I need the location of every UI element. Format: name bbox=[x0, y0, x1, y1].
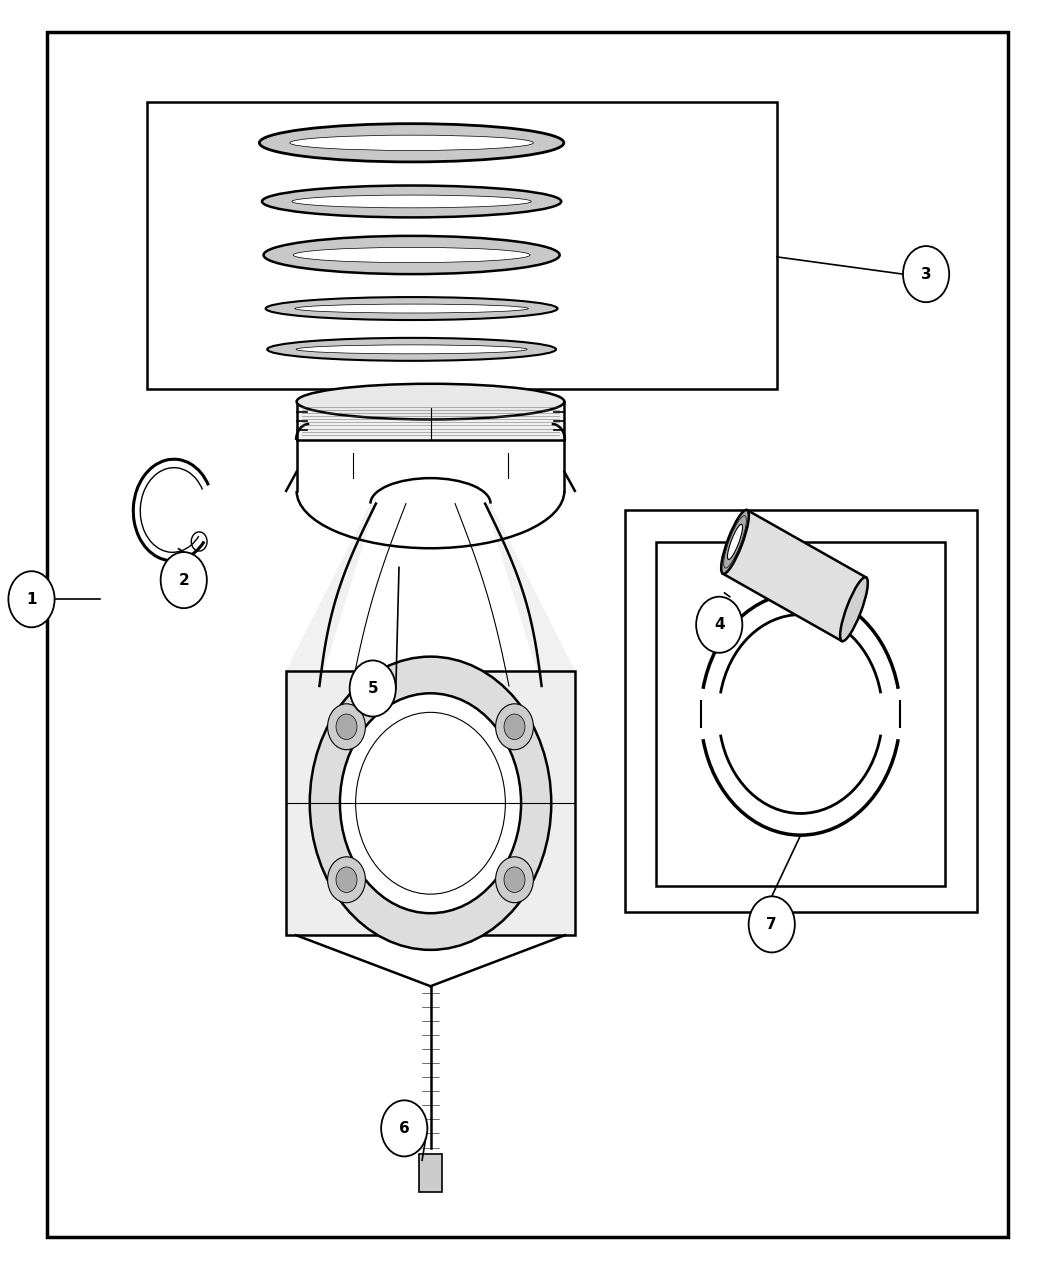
Polygon shape bbox=[722, 510, 866, 641]
Circle shape bbox=[903, 246, 949, 302]
Ellipse shape bbox=[840, 578, 867, 641]
Ellipse shape bbox=[290, 135, 533, 150]
Ellipse shape bbox=[296, 346, 527, 354]
Circle shape bbox=[336, 714, 357, 740]
Circle shape bbox=[350, 660, 396, 717]
Ellipse shape bbox=[721, 510, 749, 574]
Text: 7: 7 bbox=[766, 917, 777, 932]
Circle shape bbox=[340, 694, 521, 913]
Text: 5: 5 bbox=[368, 681, 378, 696]
Circle shape bbox=[161, 552, 207, 608]
Polygon shape bbox=[485, 504, 575, 803]
Circle shape bbox=[749, 896, 795, 952]
Circle shape bbox=[328, 704, 365, 750]
Ellipse shape bbox=[296, 384, 565, 419]
Circle shape bbox=[504, 714, 525, 740]
Circle shape bbox=[696, 597, 742, 653]
Bar bbox=[296, 402, 565, 440]
Bar bbox=[625, 510, 976, 912]
Ellipse shape bbox=[264, 236, 560, 274]
Ellipse shape bbox=[267, 338, 556, 361]
Text: 6: 6 bbox=[399, 1121, 410, 1136]
Circle shape bbox=[496, 704, 533, 750]
Circle shape bbox=[310, 657, 551, 950]
Text: 1: 1 bbox=[26, 592, 37, 607]
Bar bbox=[286, 671, 575, 936]
Ellipse shape bbox=[293, 247, 530, 263]
Circle shape bbox=[504, 867, 525, 892]
Circle shape bbox=[336, 867, 357, 892]
Text: 3: 3 bbox=[921, 266, 931, 282]
Bar bbox=[419, 1154, 442, 1192]
Circle shape bbox=[8, 571, 55, 627]
Circle shape bbox=[328, 857, 365, 903]
Bar bbox=[147, 102, 777, 389]
Ellipse shape bbox=[266, 297, 558, 320]
Circle shape bbox=[356, 713, 505, 894]
Text: 2: 2 bbox=[178, 572, 189, 588]
Circle shape bbox=[496, 857, 533, 903]
Circle shape bbox=[381, 1100, 427, 1156]
Ellipse shape bbox=[262, 186, 561, 218]
Bar bbox=[656, 542, 945, 886]
Polygon shape bbox=[286, 504, 376, 803]
Ellipse shape bbox=[295, 305, 528, 314]
Text: 4: 4 bbox=[714, 617, 724, 632]
Ellipse shape bbox=[292, 195, 531, 208]
Ellipse shape bbox=[728, 524, 742, 560]
Ellipse shape bbox=[259, 124, 564, 162]
